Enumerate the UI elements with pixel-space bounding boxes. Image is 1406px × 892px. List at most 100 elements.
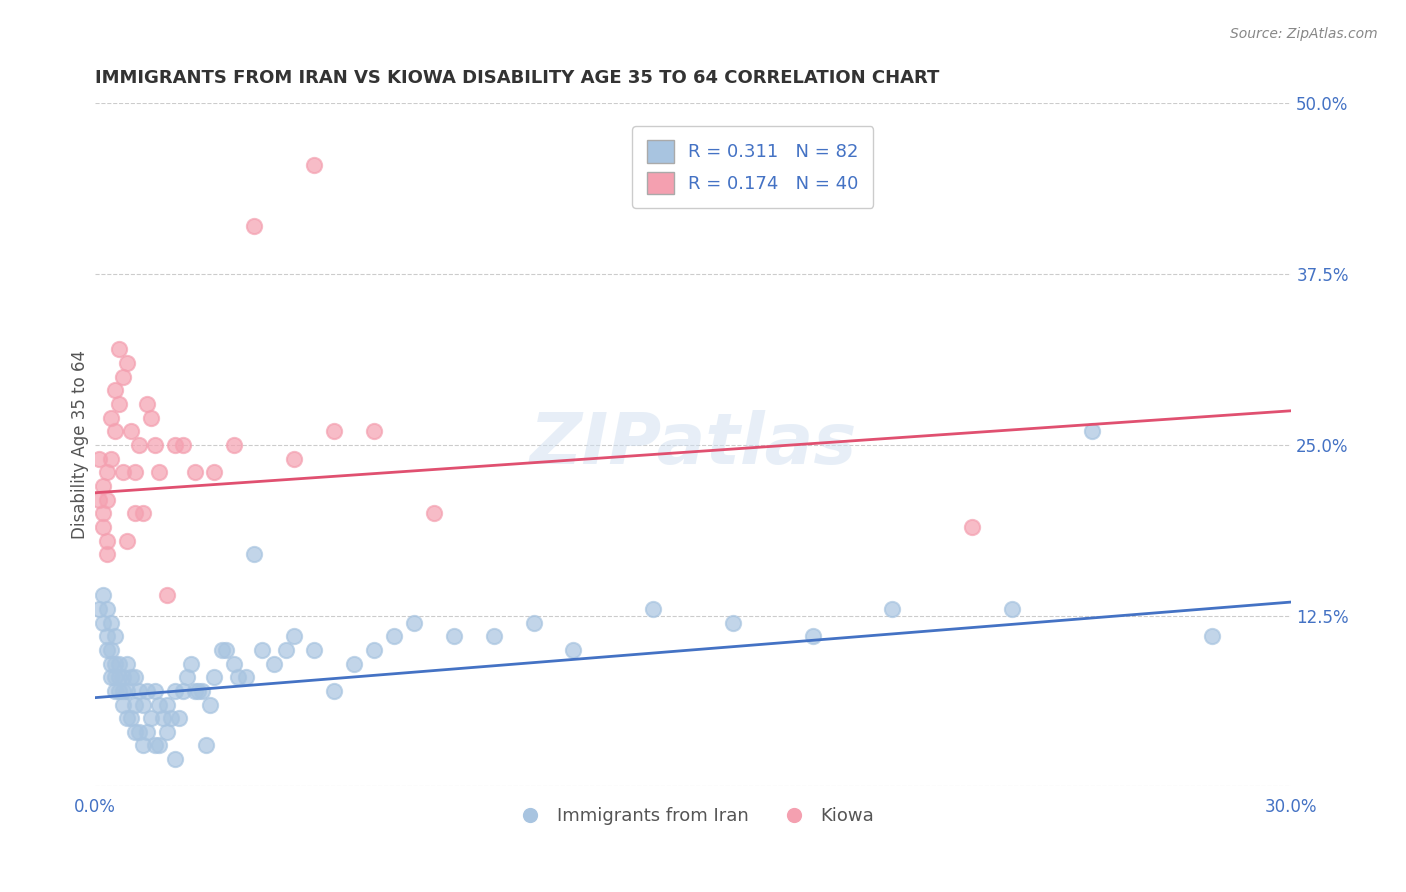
Point bbox=[124, 724, 146, 739]
Point bbox=[159, 711, 181, 725]
Point bbox=[148, 739, 170, 753]
Point bbox=[115, 657, 138, 671]
Point bbox=[143, 739, 166, 753]
Point bbox=[96, 602, 118, 616]
Point bbox=[115, 356, 138, 370]
Point bbox=[111, 683, 134, 698]
Point bbox=[87, 602, 110, 616]
Point bbox=[283, 629, 305, 643]
Point bbox=[96, 533, 118, 548]
Point bbox=[115, 711, 138, 725]
Point bbox=[211, 643, 233, 657]
Point bbox=[180, 657, 202, 671]
Point bbox=[172, 683, 194, 698]
Point bbox=[363, 643, 385, 657]
Point bbox=[115, 533, 138, 548]
Point bbox=[120, 424, 142, 438]
Point bbox=[363, 424, 385, 438]
Point bbox=[107, 343, 129, 357]
Point bbox=[107, 397, 129, 411]
Point bbox=[96, 492, 118, 507]
Point bbox=[100, 451, 122, 466]
Point bbox=[96, 465, 118, 479]
Point bbox=[882, 602, 904, 616]
Point bbox=[128, 438, 150, 452]
Point bbox=[139, 711, 162, 725]
Point bbox=[235, 670, 257, 684]
Point bbox=[323, 683, 346, 698]
Point bbox=[155, 698, 177, 712]
Point bbox=[155, 588, 177, 602]
Point bbox=[87, 492, 110, 507]
Point bbox=[200, 698, 222, 712]
Point bbox=[124, 698, 146, 712]
Point bbox=[111, 465, 134, 479]
Point bbox=[96, 547, 118, 561]
Point bbox=[104, 683, 127, 698]
Point bbox=[243, 547, 266, 561]
Point bbox=[176, 670, 198, 684]
Point bbox=[87, 451, 110, 466]
Point bbox=[402, 615, 425, 630]
Point bbox=[91, 506, 114, 520]
Point bbox=[135, 724, 157, 739]
Point bbox=[276, 643, 298, 657]
Point bbox=[163, 438, 186, 452]
Point bbox=[128, 724, 150, 739]
Text: IMMIGRANTS FROM IRAN VS KIOWA DISABILITY AGE 35 TO 64 CORRELATION CHART: IMMIGRANTS FROM IRAN VS KIOWA DISABILITY… bbox=[94, 69, 939, 87]
Point bbox=[643, 602, 665, 616]
Point bbox=[104, 657, 127, 671]
Point bbox=[163, 683, 186, 698]
Point bbox=[183, 465, 205, 479]
Point bbox=[204, 670, 226, 684]
Point bbox=[195, 739, 218, 753]
Point bbox=[204, 465, 226, 479]
Text: Source: ZipAtlas.com: Source: ZipAtlas.com bbox=[1230, 27, 1378, 41]
Point bbox=[482, 629, 505, 643]
Point bbox=[124, 465, 146, 479]
Point bbox=[155, 724, 177, 739]
Point bbox=[172, 438, 194, 452]
Point bbox=[131, 698, 153, 712]
Point bbox=[120, 711, 142, 725]
Point bbox=[191, 683, 214, 698]
Point bbox=[243, 219, 266, 234]
Point bbox=[323, 424, 346, 438]
Y-axis label: Disability Age 35 to 64: Disability Age 35 to 64 bbox=[72, 351, 89, 540]
Point bbox=[143, 438, 166, 452]
Point bbox=[91, 615, 114, 630]
Point bbox=[1081, 424, 1104, 438]
Point bbox=[107, 683, 129, 698]
Point bbox=[104, 384, 127, 398]
Point bbox=[104, 629, 127, 643]
Point bbox=[111, 670, 134, 684]
Point bbox=[120, 670, 142, 684]
Text: ZIPatlas: ZIPatlas bbox=[530, 410, 856, 479]
Point bbox=[152, 711, 174, 725]
Point bbox=[443, 629, 465, 643]
Point bbox=[104, 670, 127, 684]
Point bbox=[228, 670, 250, 684]
Point bbox=[91, 588, 114, 602]
Point bbox=[423, 506, 446, 520]
Point bbox=[183, 683, 205, 698]
Point bbox=[163, 752, 186, 766]
Point bbox=[135, 397, 157, 411]
Point bbox=[187, 683, 209, 698]
Point bbox=[107, 657, 129, 671]
Point bbox=[124, 506, 146, 520]
Point bbox=[215, 643, 238, 657]
Point bbox=[100, 643, 122, 657]
Point bbox=[224, 657, 246, 671]
Point bbox=[104, 424, 127, 438]
Point bbox=[283, 451, 305, 466]
Point bbox=[131, 739, 153, 753]
Point bbox=[343, 657, 366, 671]
Point bbox=[302, 158, 325, 172]
Point bbox=[100, 615, 122, 630]
Point bbox=[721, 615, 744, 630]
Point bbox=[522, 615, 544, 630]
Point bbox=[111, 698, 134, 712]
Legend: Immigrants from Iran, Kiowa: Immigrants from Iran, Kiowa bbox=[505, 799, 882, 832]
Point bbox=[107, 670, 129, 684]
